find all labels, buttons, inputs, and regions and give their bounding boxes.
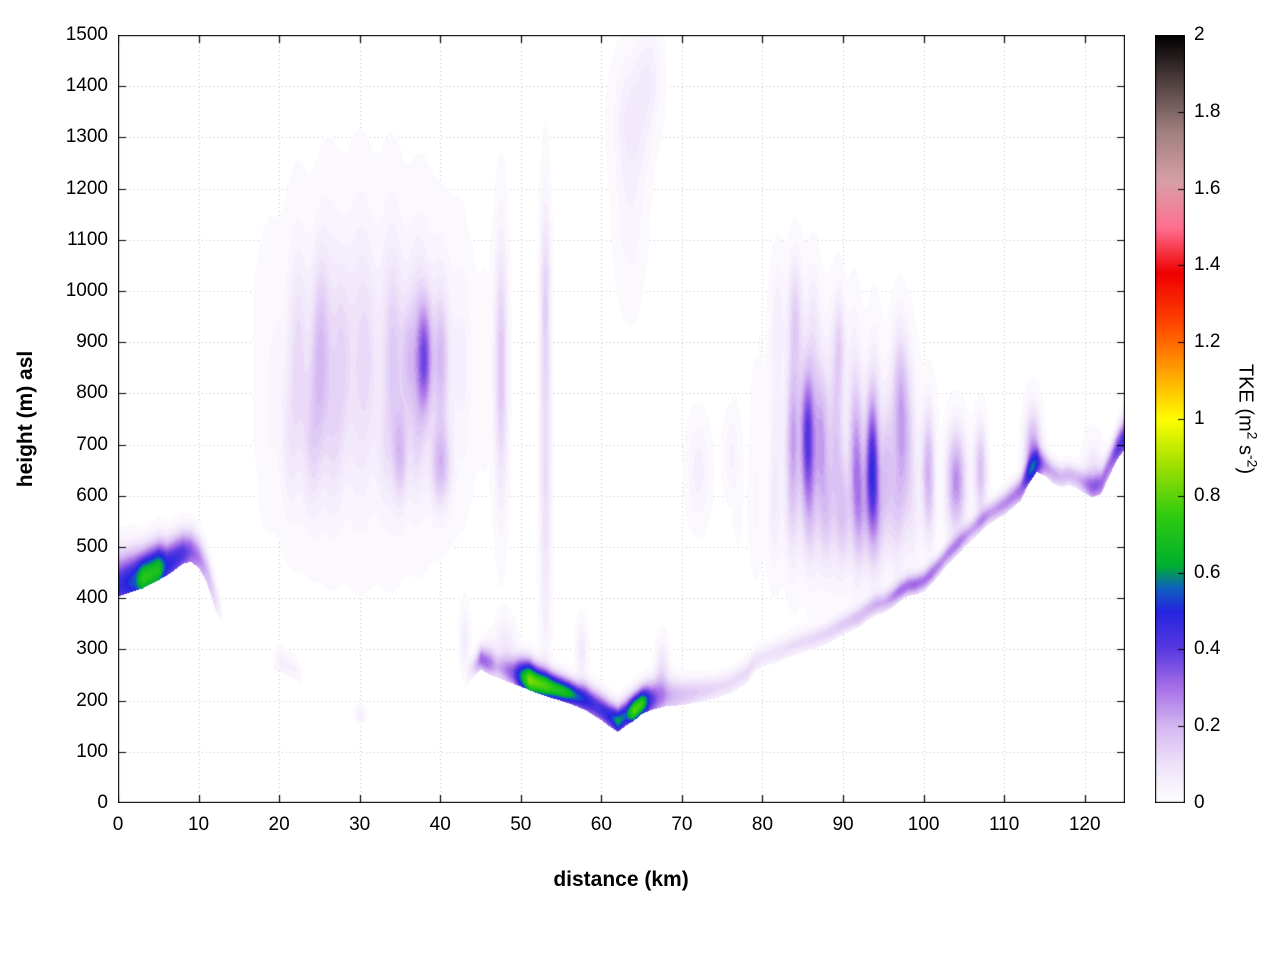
y-tick-label: 1300 — [65, 126, 108, 148]
x-tick-label: 20 — [268, 814, 290, 835]
x-tick-label: 10 — [187, 814, 210, 835]
x-tick-label: 110 — [989, 814, 1020, 835]
x-tick-label: 80 — [751, 814, 774, 835]
y-tick-label: 200 — [76, 689, 108, 711]
colorbar-axis-label: TKE (m2 s-2) — [1234, 364, 1261, 474]
colorbar-tick-label: 0.6 — [1194, 561, 1221, 583]
colorbar-tick-label: 1.4 — [1194, 254, 1221, 276]
colorbar-tick-label: 0.4 — [1194, 638, 1221, 660]
colorbar-label-sup-2: 2 — [1244, 431, 1261, 440]
colorbar-tick-label: 1.2 — [1194, 331, 1221, 353]
y-tick-label: 500 — [76, 536, 108, 557]
colorbar-tick-label: 1 — [1194, 408, 1205, 429]
y-tick-label: 1400 — [65, 75, 108, 97]
x-tick-label: 90 — [832, 814, 854, 835]
x-tick-label: 50 — [510, 814, 532, 835]
y-tick-label: 800 — [76, 382, 108, 404]
y-tick-label: 1500 — [65, 24, 108, 45]
x-tick-label: 70 — [671, 814, 693, 835]
y-tick-label: 600 — [76, 484, 108, 506]
colorbar-tick-label: 2 — [1194, 24, 1205, 45]
y-tick-label: 1200 — [65, 177, 108, 199]
x-tick-label: 40 — [429, 814, 451, 835]
heatmap-canvas — [118, 35, 1125, 803]
x-axis-label: distance (km) — [553, 868, 689, 891]
x-tick-label: 0 — [112, 814, 124, 835]
colorbar-label-sup-minus2: -2 — [1244, 455, 1261, 468]
colorbar-label-mid: s — [1234, 439, 1257, 456]
colorbar-tick-label: 0.2 — [1194, 715, 1221, 737]
colorbar-label-prefix: TKE (m — [1234, 363, 1257, 432]
x-tick-label: 120 — [1068, 814, 1101, 835]
y-tick-label: 1100 — [67, 228, 108, 250]
y-tick-label: 900 — [76, 331, 108, 353]
y-tick-label: 300 — [76, 638, 108, 660]
colorbar-tick-label: 0 — [1194, 792, 1205, 813]
y-tick-label: 400 — [76, 587, 108, 609]
colorbar-canvas — [1155, 35, 1185, 803]
x-tick-label: 100 — [907, 814, 940, 835]
y-tick-label: 0 — [97, 792, 108, 813]
x-tick-label: 30 — [349, 814, 371, 835]
x-tick-label: 60 — [590, 814, 612, 835]
y-tick-label: 100 — [76, 740, 108, 762]
colorbar-tick-label: 0.8 — [1194, 484, 1221, 506]
y-tick-label: 1000 — [65, 280, 108, 301]
colorbar-tick-label: 1.6 — [1194, 177, 1221, 199]
y-axis-label: height (m) asl — [14, 350, 37, 488]
colorbar-label-suffix: ) — [1234, 467, 1257, 475]
y-tick-label: 700 — [76, 433, 108, 455]
colorbar-tick-label: 1.8 — [1194, 100, 1221, 122]
